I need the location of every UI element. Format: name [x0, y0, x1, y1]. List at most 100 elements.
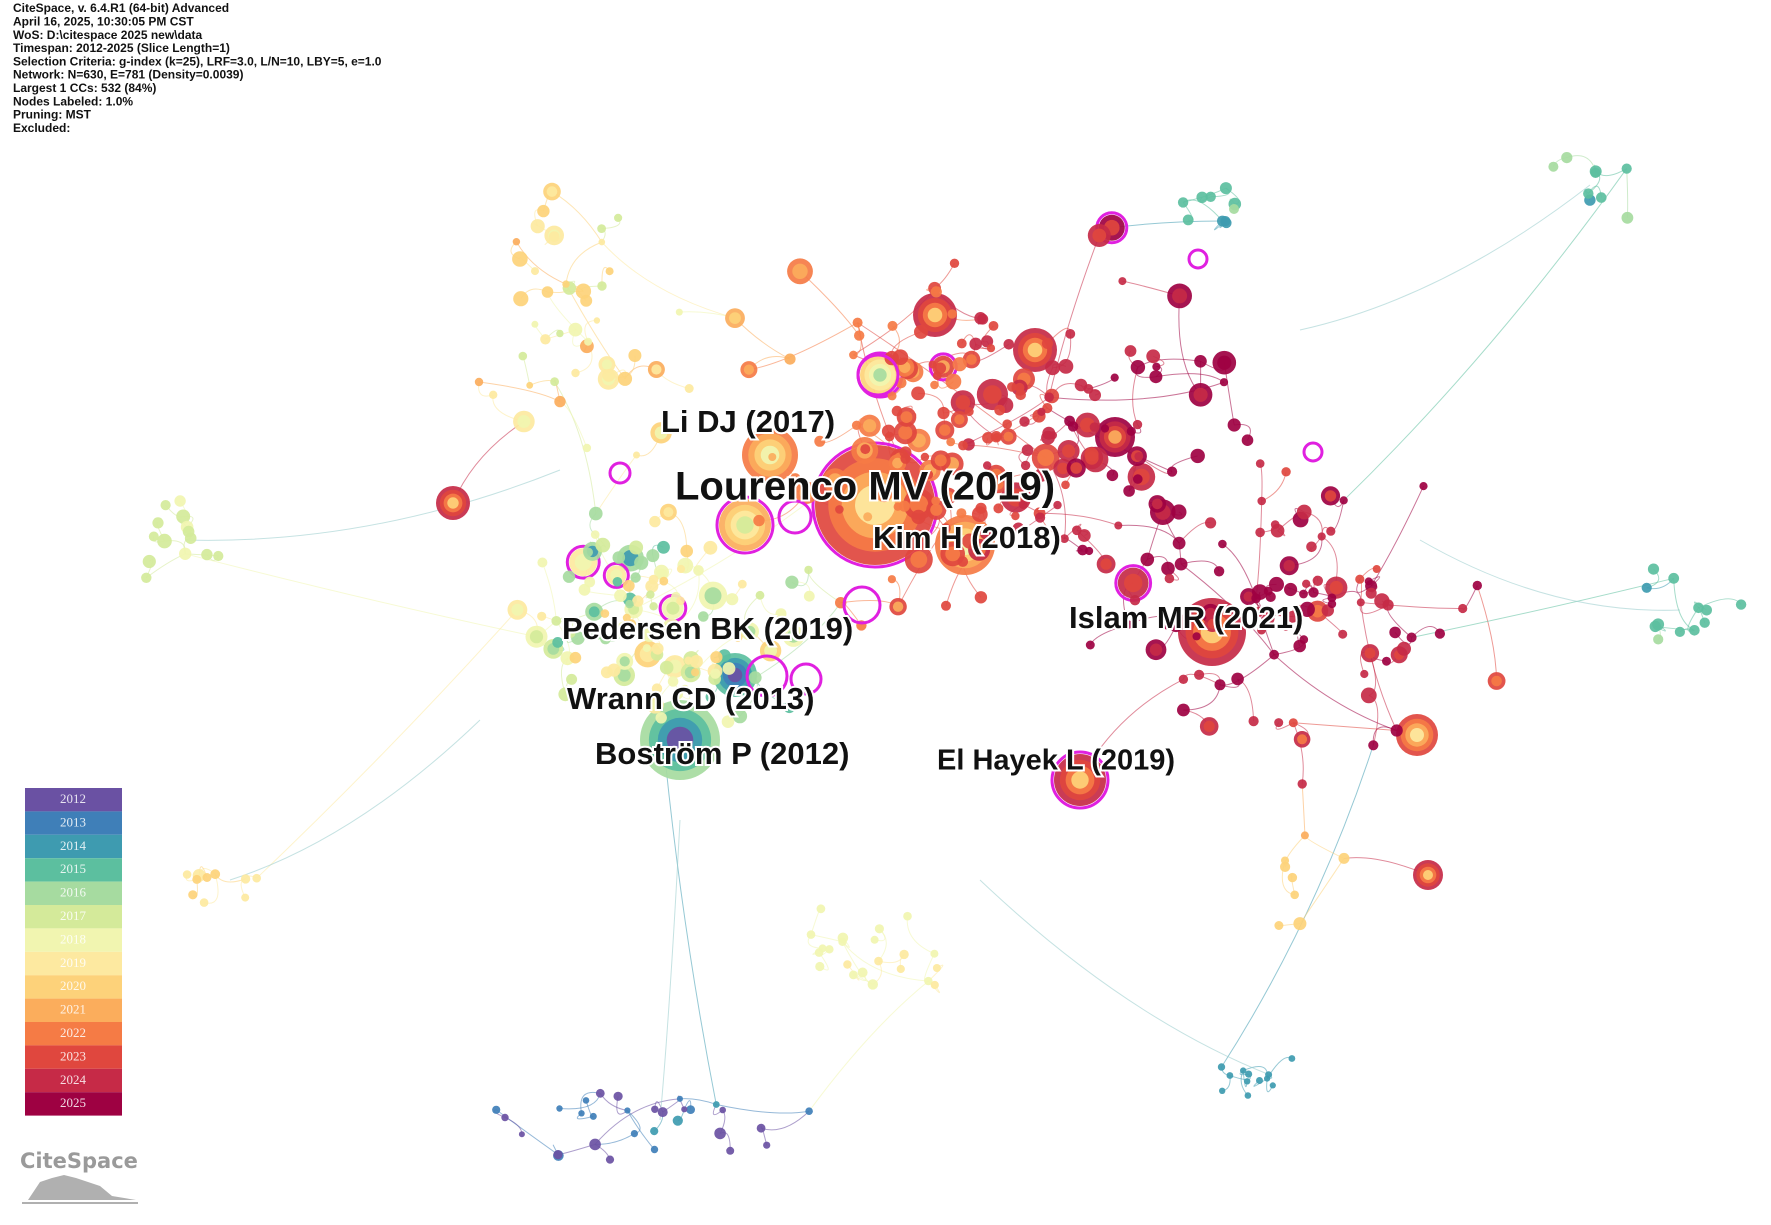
node-ring — [884, 350, 899, 366]
legend-swatch — [25, 881, 122, 905]
legend-label: 2018 — [60, 931, 86, 946]
node-ring — [642, 628, 657, 642]
node-ring — [1194, 355, 1207, 368]
node-ring — [569, 651, 582, 664]
node-ring — [787, 629, 800, 643]
node-ring — [1070, 462, 1082, 474]
node-ring — [1243, 591, 1254, 602]
edge — [1419, 539, 1681, 611]
node-ring — [937, 406, 950, 420]
node-ring — [1106, 469, 1119, 482]
node-ring — [1124, 573, 1143, 593]
node-ring — [1297, 779, 1307, 789]
node-ring — [806, 930, 816, 939]
node-ring — [879, 488, 890, 499]
edge — [229, 719, 481, 881]
edge — [554, 381, 597, 514]
node-ring — [672, 1115, 683, 1126]
node-ring — [676, 564, 686, 574]
node-ring — [1077, 544, 1088, 556]
node-ring — [799, 485, 814, 500]
edge — [979, 879, 1271, 1076]
edge — [716, 1103, 810, 1114]
centrality-ring — [715, 495, 775, 555]
node-ring — [1274, 718, 1284, 728]
node-ring — [588, 606, 600, 618]
node-ring — [589, 1112, 597, 1120]
node-ring — [1092, 228, 1107, 243]
node-ring — [552, 637, 564, 648]
node-ring — [956, 508, 967, 519]
node-ring — [714, 1127, 726, 1140]
edge — [1299, 858, 1345, 924]
legend-swatch — [25, 858, 122, 882]
node-ring — [1735, 599, 1747, 610]
node-ring — [825, 945, 834, 954]
node-ring — [675, 308, 683, 316]
node-ring — [947, 309, 957, 319]
node-ring — [182, 525, 195, 538]
node-ring — [920, 452, 930, 462]
node-ring — [1089, 422, 1100, 432]
node-ring — [756, 1123, 766, 1133]
node-ring — [1149, 370, 1163, 384]
node-ring — [650, 1145, 659, 1154]
node-ring — [849, 970, 858, 980]
node-ring — [1308, 587, 1319, 598]
node-ring — [710, 651, 723, 664]
node-ring — [887, 391, 897, 401]
node-ring — [651, 683, 663, 694]
node-ring — [199, 898, 209, 907]
legend-label: 2013 — [60, 814, 86, 829]
node-ring — [1126, 426, 1136, 436]
edge — [842, 941, 929, 982]
node-ring — [648, 574, 659, 585]
node-ring — [1287, 872, 1298, 883]
node-ring — [689, 655, 703, 668]
node-ring — [1365, 587, 1377, 599]
node-ring — [1288, 718, 1298, 728]
node-ring — [1019, 416, 1030, 427]
edge — [1301, 783, 1306, 836]
node-ring — [595, 537, 611, 553]
node-ring — [1164, 573, 1175, 584]
node-ring — [915, 535, 929, 548]
node-ring — [1229, 204, 1239, 214]
legend-label: 2012 — [60, 791, 86, 806]
edge — [1261, 471, 1287, 502]
edge — [595, 1133, 635, 1145]
node-ring — [501, 1113, 509, 1122]
node-ring — [1281, 856, 1289, 865]
header-line: Selection Criteria: g-index (k=25), LRF=… — [13, 54, 382, 68]
node-ring — [975, 502, 987, 514]
node-ring — [992, 433, 1001, 442]
node-ring — [870, 935, 879, 944]
node-ring — [659, 660, 674, 675]
node-ring — [1227, 418, 1241, 432]
node-ring — [1207, 618, 1218, 629]
node-ring — [681, 1106, 688, 1113]
node-ring — [583, 547, 594, 557]
node-ring — [657, 540, 670, 554]
node-ring — [1071, 771, 1089, 789]
centrality-ring — [842, 585, 882, 625]
node-ring — [1255, 459, 1265, 468]
node-ring — [785, 575, 799, 589]
node-ring — [927, 307, 943, 323]
node-ring — [892, 457, 903, 469]
node-ring — [1065, 329, 1076, 339]
node-ring — [1060, 534, 1069, 543]
node-ring — [988, 321, 999, 331]
header-line: Excluded: — [13, 121, 70, 135]
node-ring — [1355, 574, 1365, 584]
node-ring — [891, 405, 903, 417]
node-ring — [556, 329, 564, 338]
node-ring — [676, 596, 685, 606]
node-ring — [914, 324, 928, 339]
edge — [626, 1110, 655, 1150]
node-ring — [584, 337, 593, 346]
node-ring — [899, 949, 909, 960]
node-ring — [630, 1130, 639, 1138]
node-ring — [617, 371, 633, 386]
node-ring — [955, 395, 971, 410]
